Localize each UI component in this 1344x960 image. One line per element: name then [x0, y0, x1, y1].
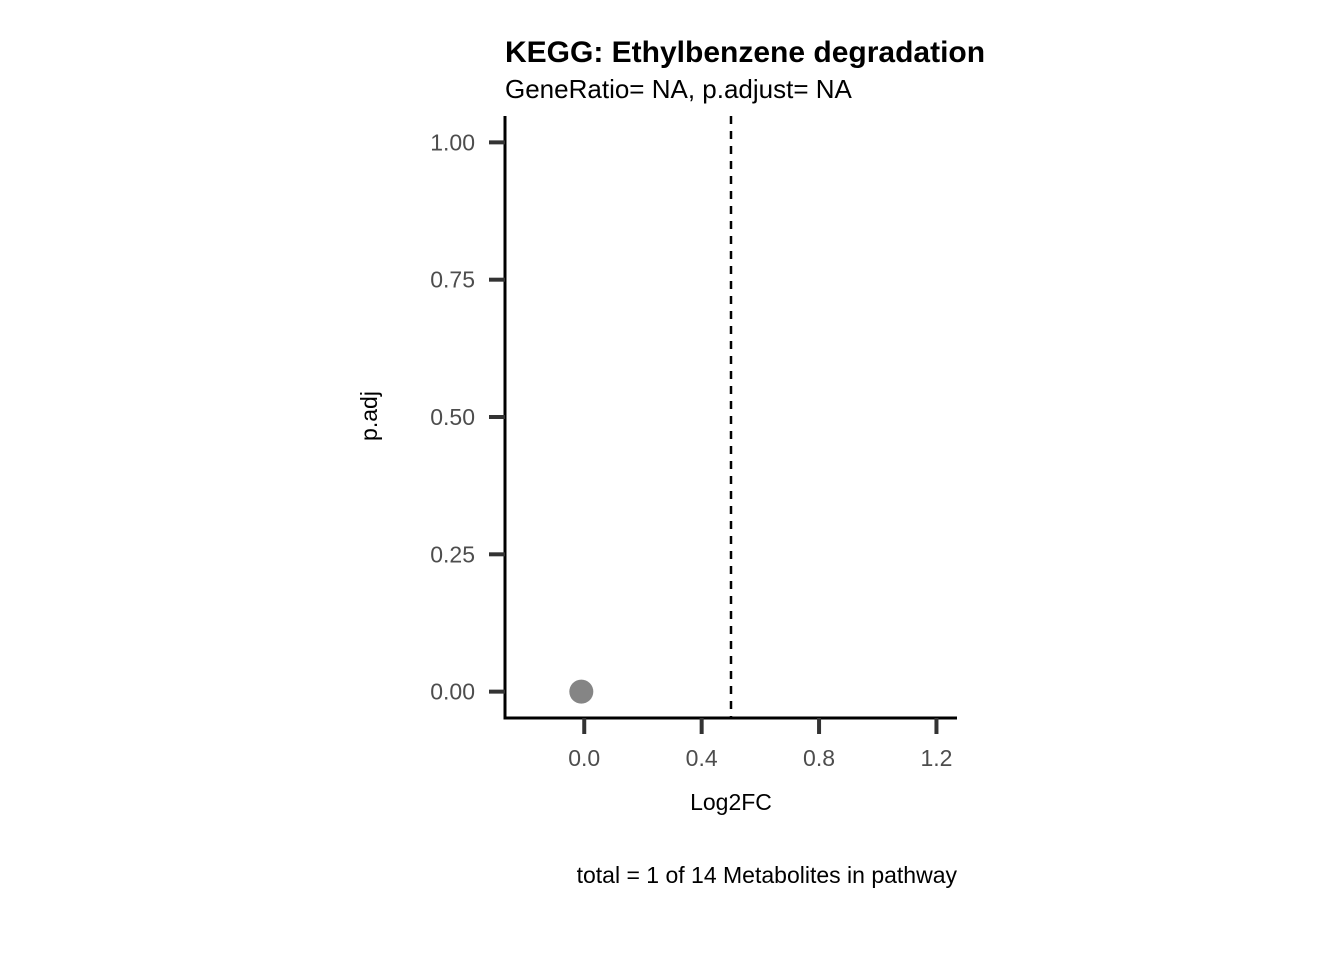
y-tick-label: 0.50 — [430, 404, 475, 430]
data-point — [569, 679, 594, 704]
x-axis-title: Log2FC — [690, 789, 772, 815]
x-tick-label: 1.2 — [920, 745, 952, 771]
chart-title: KEGG: Ethylbenzene degradation — [505, 36, 985, 69]
y-axis-title: p.adj — [356, 391, 382, 441]
y-tick-label: 0.75 — [430, 267, 475, 293]
y-tick-label: 1.00 — [430, 129, 475, 155]
x-tick-label: 0.4 — [686, 745, 718, 771]
chart-subtitle: GeneRatio= NA, p.adjust= NA — [505, 74, 853, 104]
plot-area: 0.00 0.25 0.50 0.75 1.00 0.0 0.4 0.8 1.2 — [430, 116, 957, 771]
x-tick-label: 0.0 — [568, 745, 600, 771]
chart-caption: total = 1 of 14 Metabolites in pathway — [577, 862, 958, 888]
y-tick-label: 0.25 — [430, 541, 475, 567]
x-tick-label: 0.8 — [803, 745, 835, 771]
y-tick-label: 0.00 — [430, 679, 475, 705]
